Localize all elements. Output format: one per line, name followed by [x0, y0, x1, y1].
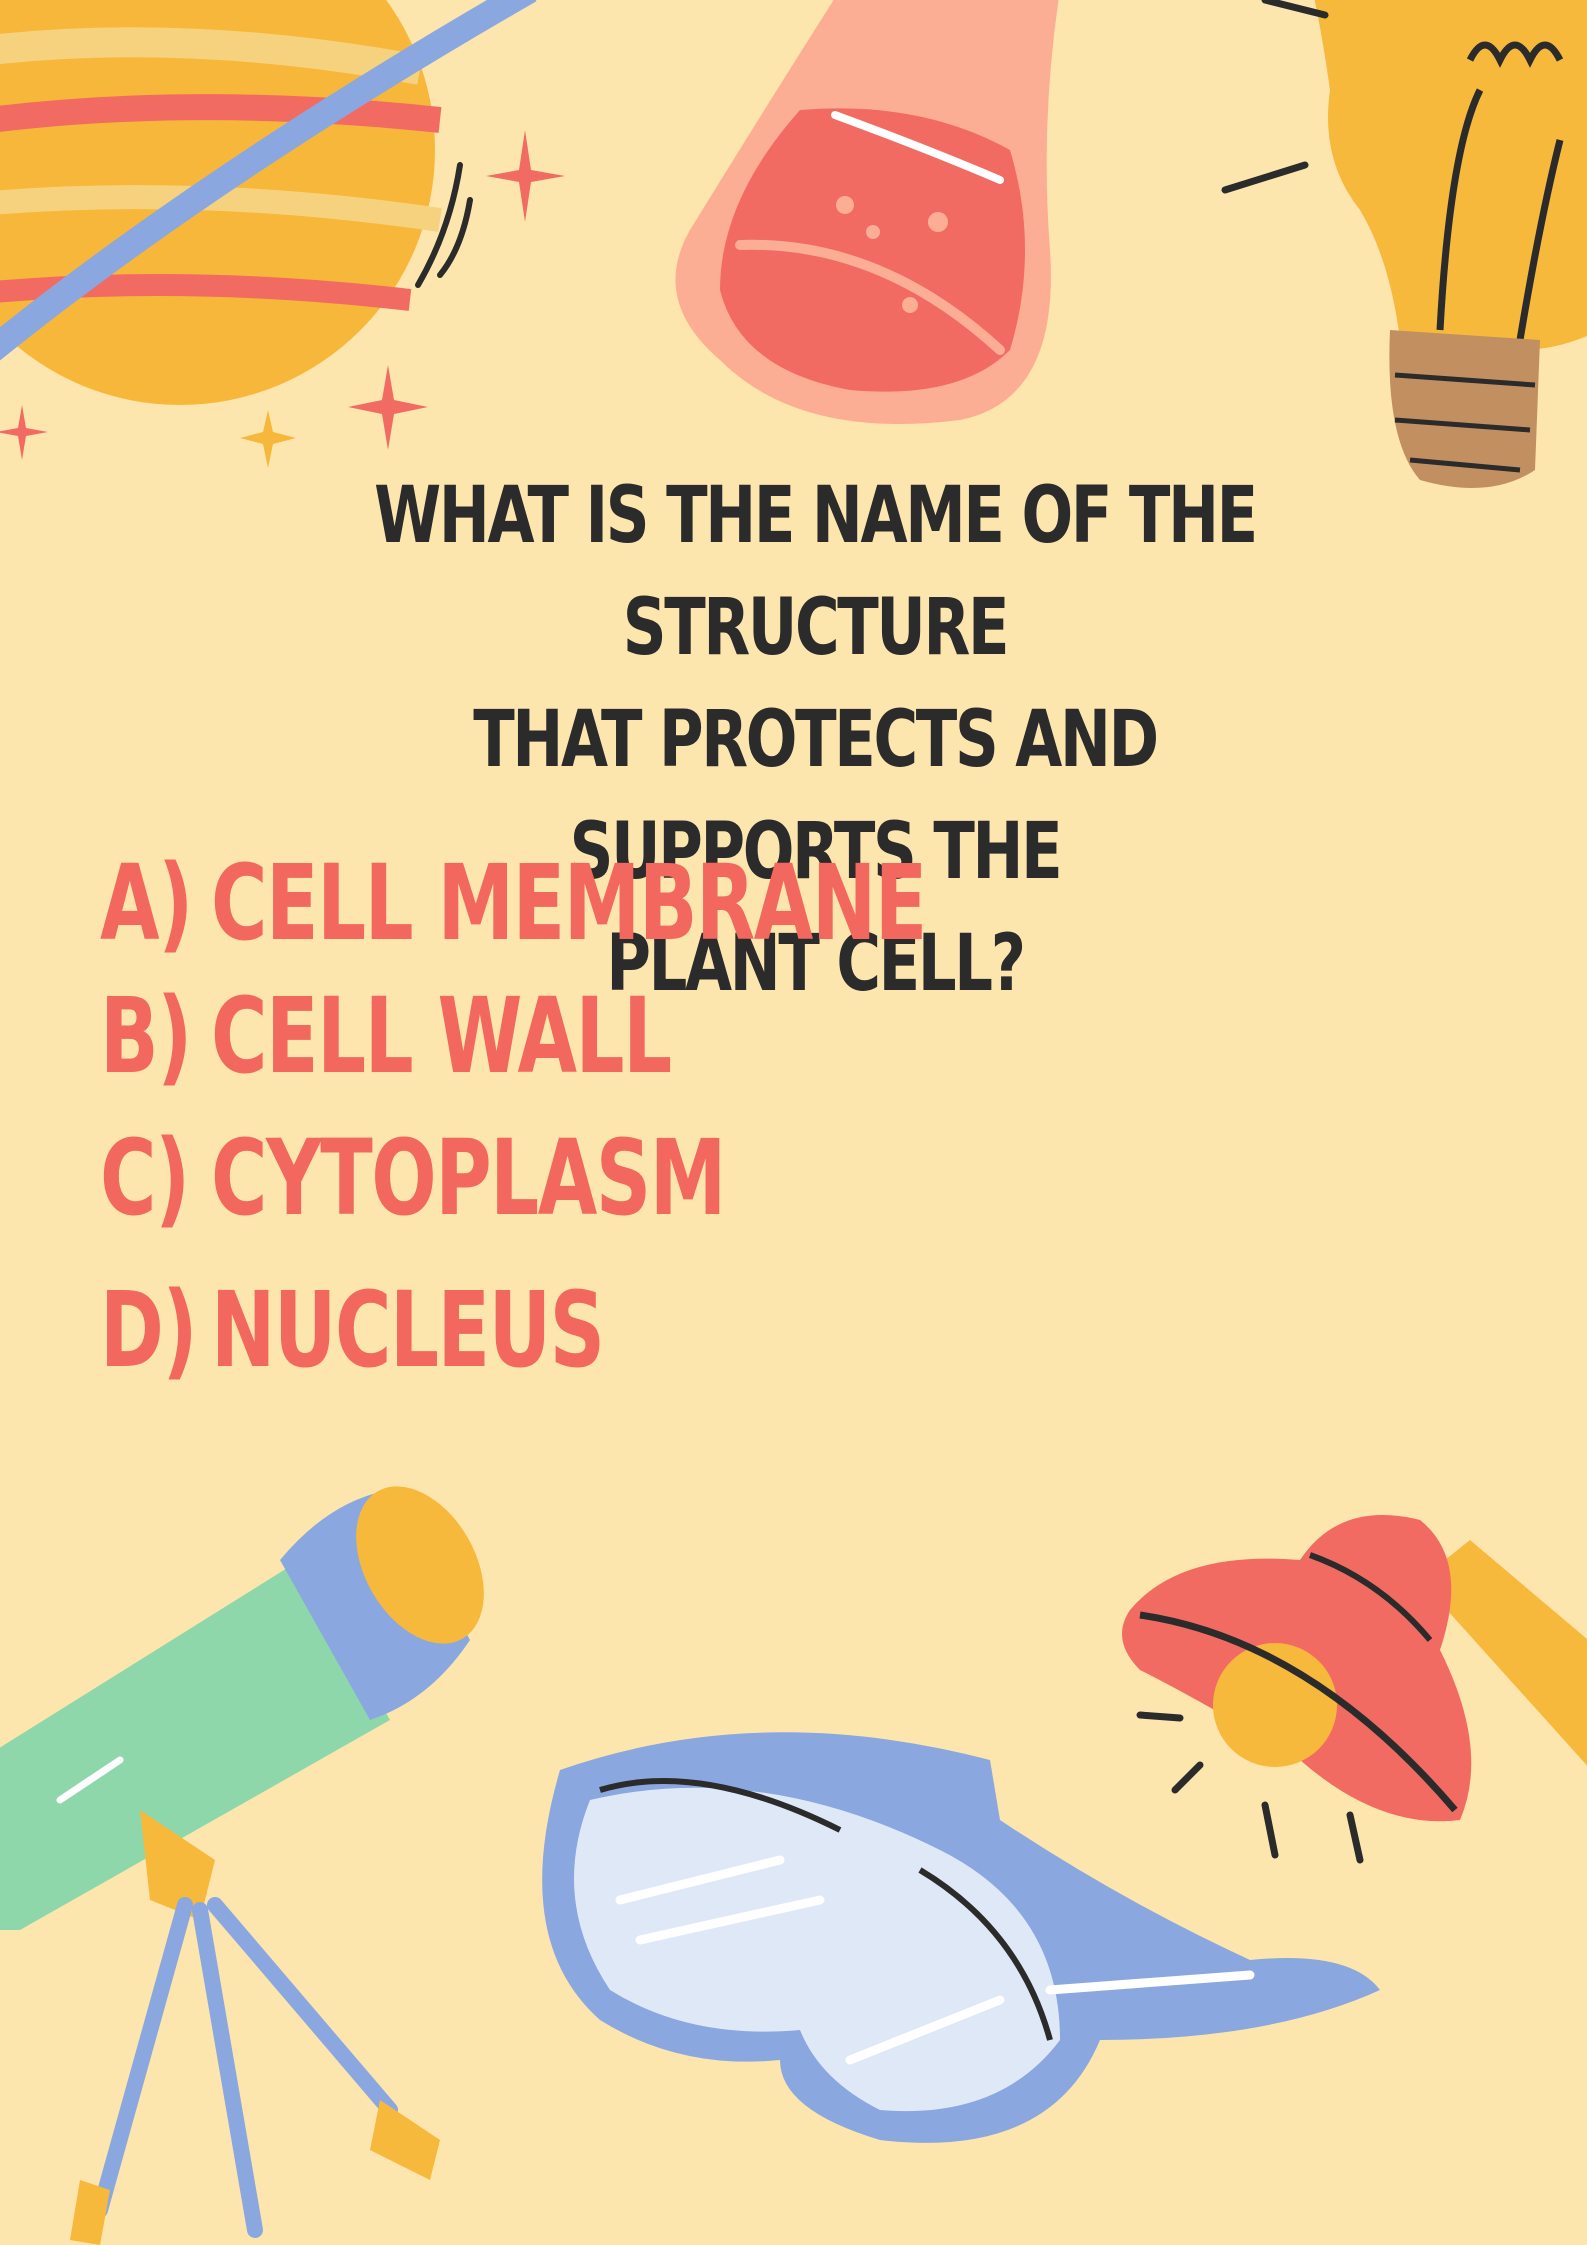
desk-lamp-icon	[1122, 1515, 1587, 1864]
option-letter: B)	[100, 975, 192, 1097]
option-c[interactable]: C) CYTOPLASM	[100, 1118, 988, 1238]
option-a[interactable]: A) CELL MEMBRANE	[100, 843, 988, 963]
flask-icon	[675, 0, 1059, 424]
option-text: NUCLEUS	[211, 1269, 605, 1391]
safety-goggles-icon	[542, 1732, 1380, 2143]
option-text: CELL WALL	[211, 975, 672, 1097]
telescope-icon	[0, 1486, 484, 2245]
question-line-2: THAT PROTECTS AND SUPPORTS THE	[473, 695, 1159, 897]
option-letter: A)	[100, 842, 193, 964]
option-b[interactable]: B) CELL WALL	[100, 976, 988, 1096]
option-letter: C)	[100, 1117, 190, 1239]
question-line-3: PLANT CELL?	[606, 919, 1026, 1009]
option-letter: D)	[100, 1269, 198, 1391]
light-bulb-icon	[1221, 0, 1587, 488]
planet-icon	[0, 0, 537, 405]
question-line-1: WHAT IS THE NAME OF THE STRUCTURE	[374, 471, 1258, 673]
option-text: CELL MEMBRANE	[211, 842, 927, 964]
sparkle-icon	[0, 130, 565, 468]
option-text: CYTOPLASM	[211, 1117, 726, 1239]
option-d[interactable]: D) NUCLEUS	[100, 1270, 988, 1390]
question-heading: WHAT IS THE NAME OF THE STRUCTURE THAT P…	[304, 460, 1326, 1020]
